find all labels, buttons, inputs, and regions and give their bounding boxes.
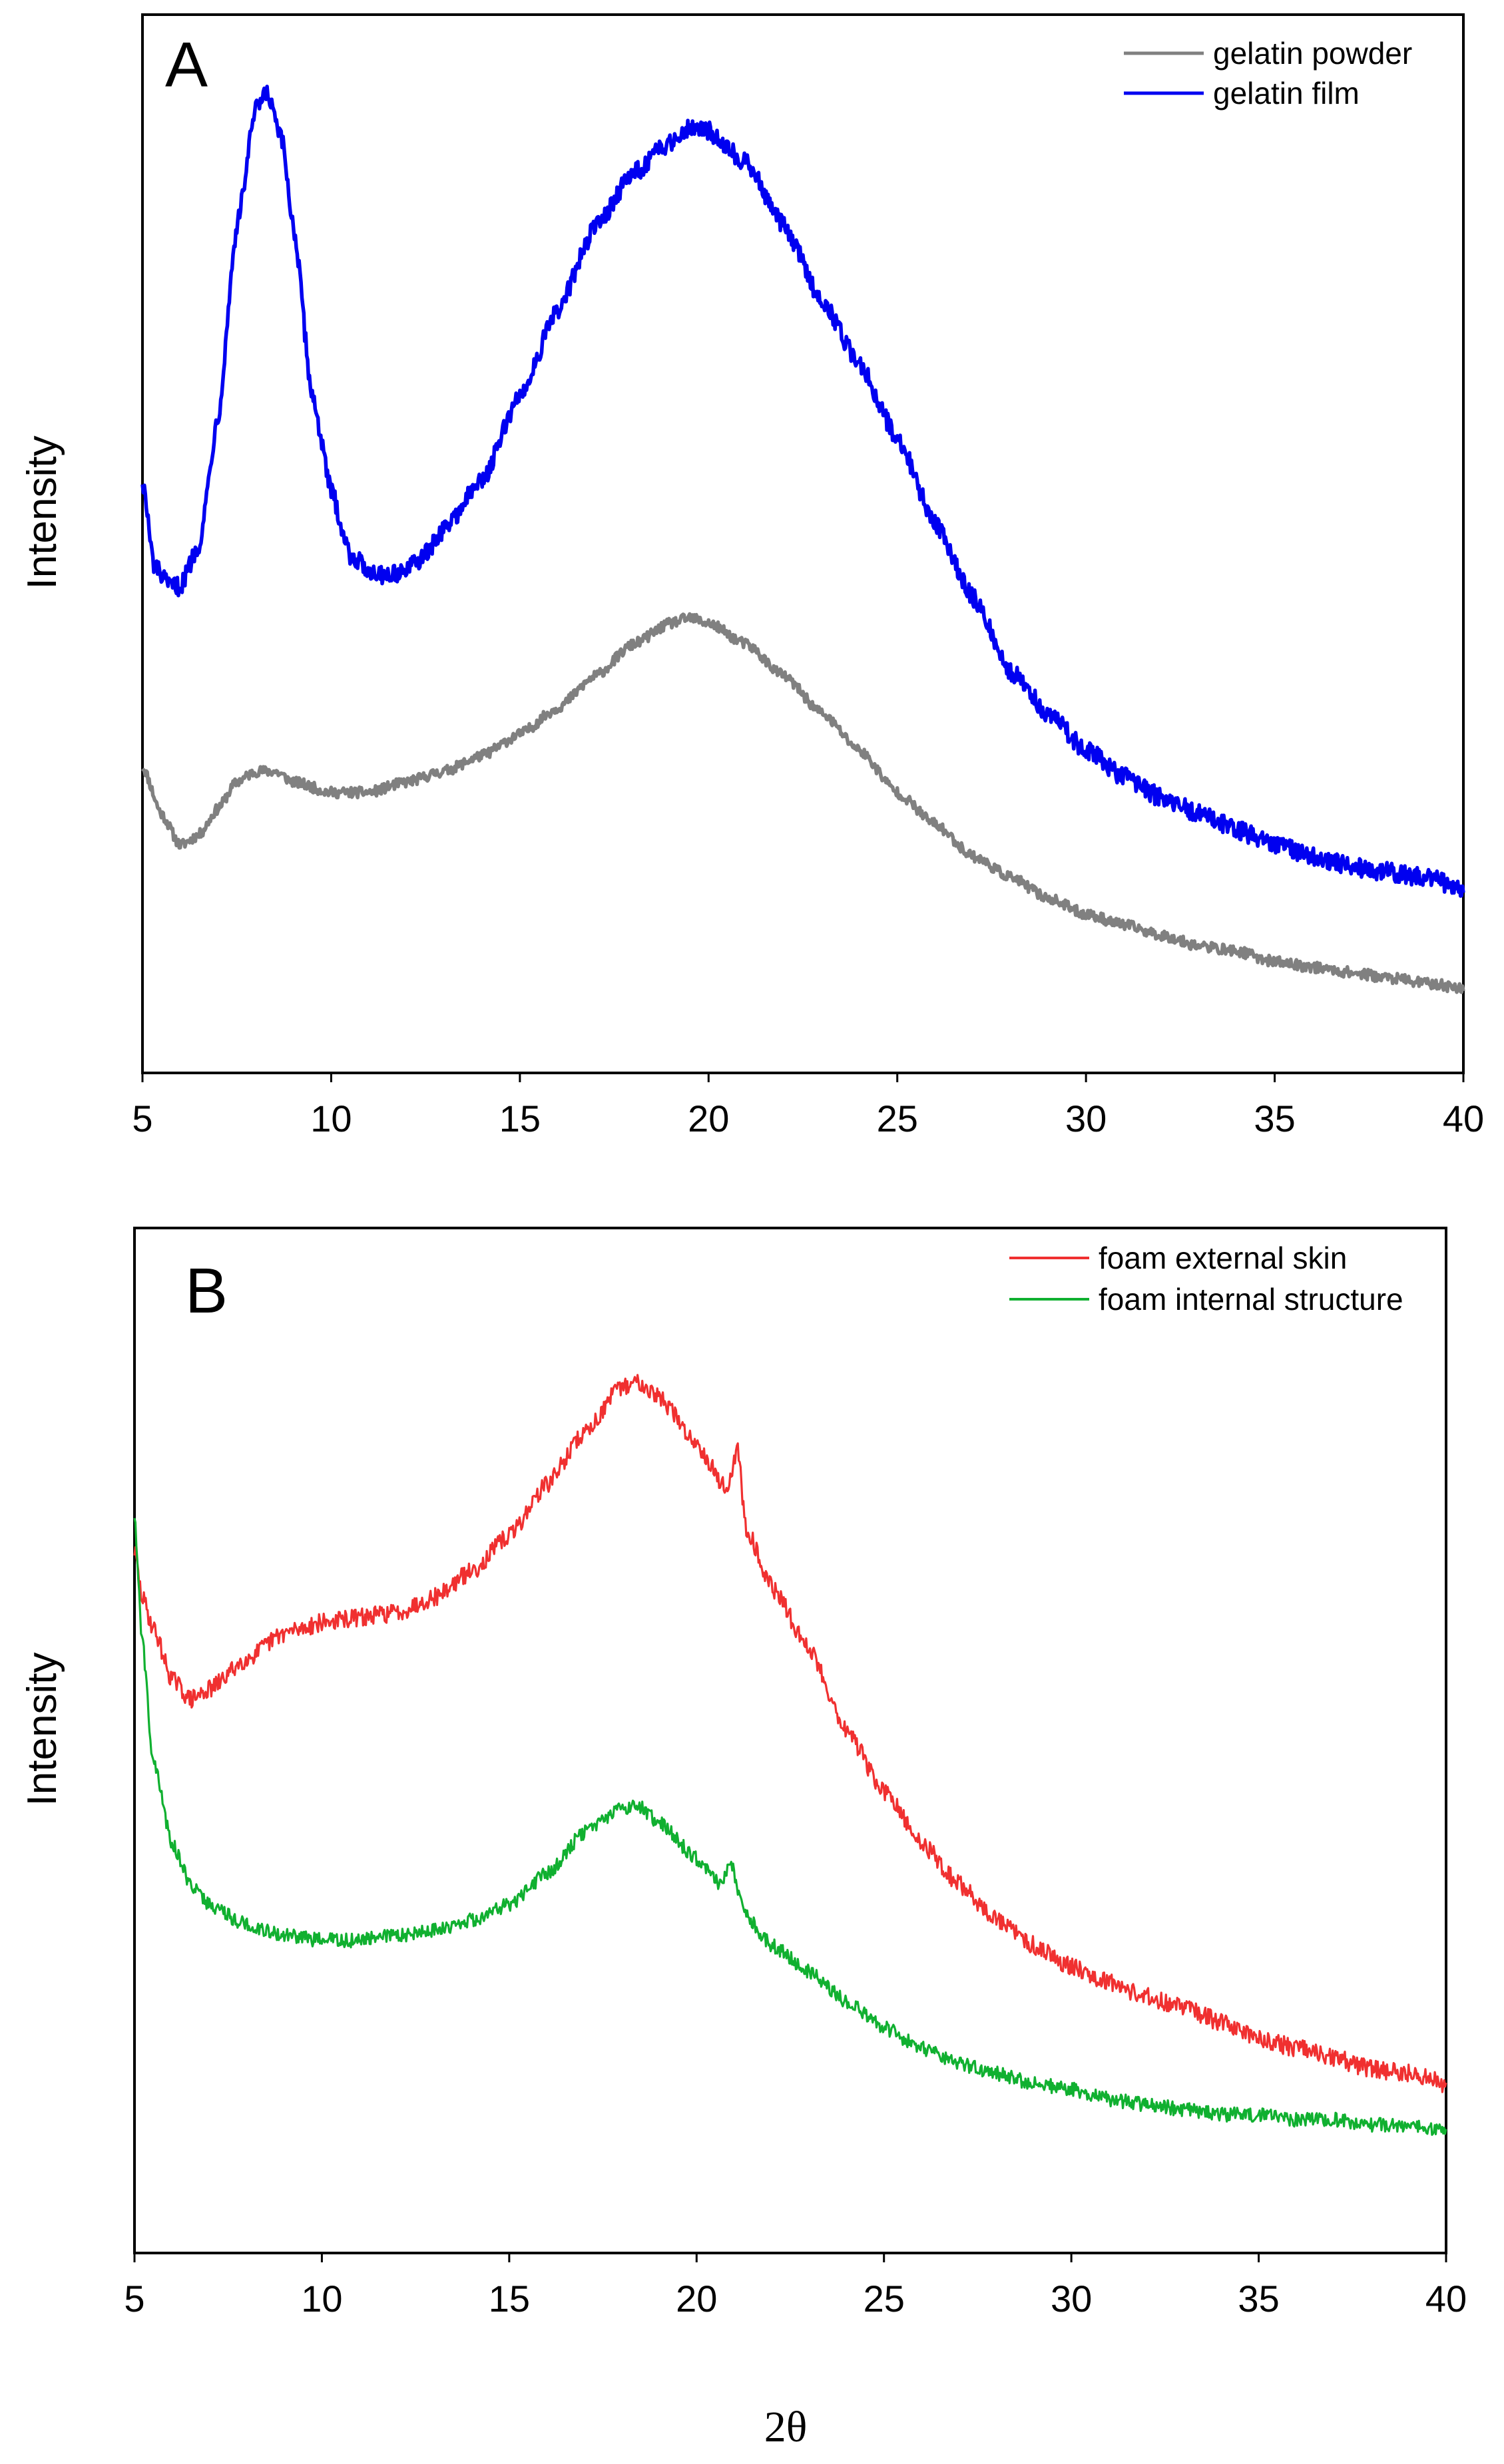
x-tick-label: 15 [499,1098,541,1139]
x-tick-label: 15 [489,2278,530,2320]
panel-a-legend: gelatin powder gelatin film [1124,36,1412,110]
series-line-gelatin-powder [140,612,1465,994]
x-tick-label: 20 [688,1098,729,1139]
x-tick-label: 35 [1254,1098,1295,1139]
x-tick-label: 10 [310,1098,352,1139]
x-tick-label: 10 [301,2278,342,2320]
panel-a: A Intensity 5 10 15 20 25 30 35 40 gelatin powd… [19,13,1484,1139]
x-tick-label: 25 [877,1098,918,1139]
panel-a-frame [141,13,1465,1074]
x-tick-label: 35 [1238,2278,1279,2320]
panel-a-x-ticks: 5 10 15 20 25 30 35 40 [132,1073,1484,1139]
panel-a-letter: A [165,29,208,101]
legend-label-foam-internal-structure: foam internal structure [1099,1282,1403,1317]
panel-b-x-ticks: 5 10 15 20 25 30 35 40 [124,2253,1467,2320]
panel-b-letter: B [185,1255,228,1327]
x-tick-label: 5 [132,1098,152,1139]
legend-label-gelatin-powder: gelatin powder [1213,36,1412,71]
series-line-foam-internal-structure [133,1518,1447,2136]
panel-b-series [133,1374,1447,2136]
legend-label-gelatin-film: gelatin film [1213,76,1360,110]
x-axis-label: 2θ [764,2403,808,2451]
panel-a-series [140,85,1465,994]
x-tick-label: 40 [1443,1098,1484,1139]
panel-b-frame [133,1227,1447,2254]
panel-a-y-axis-label: Intensity [19,436,65,590]
x-tick-label: 20 [676,2278,717,2320]
legend-label-foam-external-skin: foam external skin [1099,1241,1347,1275]
panel-b-legend: foam external skin foam internal structu… [1009,1241,1403,1317]
panel-b: B Intensity 5 10 15 20 25 30 35 40 foam externa… [19,1227,1467,2451]
series-line-gelatin-film [140,85,1465,898]
x-tick-label: 40 [1425,2278,1467,2320]
x-tick-label: 5 [124,2278,144,2320]
x-tick-label: 30 [1051,2278,1092,2320]
panel-b-y-axis-label: Intensity [19,1653,65,1806]
x-tick-label: 30 [1065,1098,1107,1139]
x-tick-label: 25 [864,2278,905,2320]
series-line-foam-external-skin [133,1374,1447,2093]
